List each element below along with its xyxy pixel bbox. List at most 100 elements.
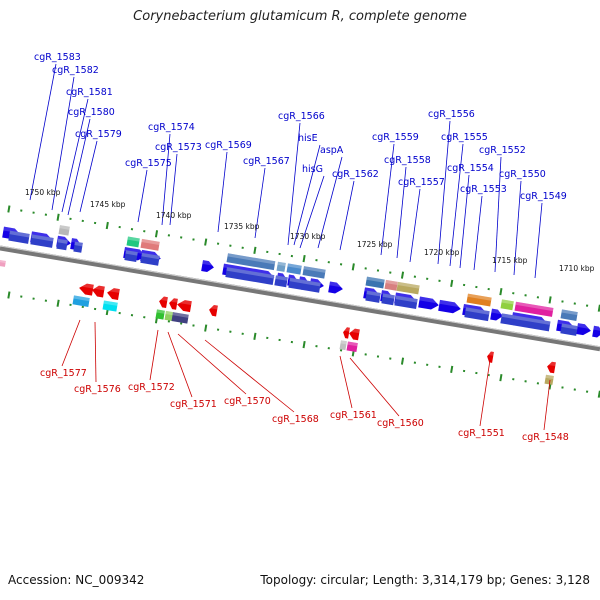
forward-gene-box [464, 307, 490, 322]
forward-gene-block [302, 266, 326, 279]
forward-gene-block [226, 253, 276, 271]
forward-leader-line [79, 140, 98, 213]
forward-gene-arrow [576, 323, 592, 336]
forward-leader-line [254, 167, 266, 239]
reverse-gene-arrow [343, 327, 350, 339]
reverse-gene-arrow [107, 288, 120, 300]
forward-gene-box [225, 267, 275, 285]
forward-gene-box [8, 230, 30, 244]
reverse-gene-label: cgR_1561 [330, 410, 377, 421]
forward-gene-label: cgR_1575 [125, 158, 172, 169]
forward-leader-line [494, 156, 502, 273]
lower-row-tick [400, 357, 405, 365]
forward-gene-label: cgR_1583 [34, 52, 81, 63]
forward-leader-line [51, 76, 75, 211]
reverse-leader-line [94, 321, 97, 383]
upper-row-tick [7, 205, 11, 213]
upper-row-tick [438, 279, 441, 282]
reverse-gene-block [339, 340, 347, 351]
lower-row-tick [376, 355, 380, 358]
forward-leader-line [161, 133, 171, 226]
lower-row-tick [241, 332, 244, 335]
reverse-gene-label: cgR_1572 [128, 382, 175, 393]
forward-gene-block [514, 301, 554, 317]
reverse-gene-arrow [547, 361, 556, 374]
forward-gene-block [396, 281, 420, 295]
forward-gene-label: cgR_1554 [447, 163, 494, 174]
lower-row-tick [315, 345, 318, 348]
upper-row-tick [229, 244, 232, 247]
upper-row-tick [216, 242, 220, 245]
upper-row-tick [364, 267, 367, 270]
forward-gene-box [73, 241, 83, 253]
forward-leader-line [67, 118, 91, 216]
forward-gene-box [394, 295, 418, 310]
lower-row-tick [364, 353, 367, 356]
forward-gene-block [500, 299, 514, 311]
lower-row-tick [56, 299, 60, 307]
forward-gene-block [286, 263, 302, 275]
upper-row-tick [180, 236, 183, 239]
forward-gene-label: cgR_1559 [372, 132, 419, 143]
upper-row-tick [376, 269, 380, 272]
upper-row-tick [32, 211, 35, 214]
kbp-scale-label: 1730 kbp [290, 232, 326, 241]
lower-row-tick [266, 336, 269, 340]
reverse-gene-block [164, 310, 174, 322]
forward-gene-label: cgR_1553 [460, 184, 507, 195]
reverse-gene-label: cgR_1570 [224, 396, 271, 407]
lower-row-tick [339, 349, 343, 352]
gene-labels: cgR_1583 cgR_1582 cgR_1581 cgR_1580 cgR_1579… [34, 52, 569, 443]
lower-row-tick [290, 340, 294, 344]
lower-row-tick [462, 369, 466, 373]
forward-gene-arrow [328, 281, 344, 294]
reverse-gene-block [102, 300, 118, 312]
reverse-gene-block [72, 295, 90, 307]
forward-leader-line [317, 156, 343, 249]
forward-gene-box [56, 238, 68, 251]
reverse-gene-block [544, 374, 554, 385]
forward-gene-block [466, 293, 492, 307]
lower-row-tick [7, 291, 11, 299]
forward-leader-line [513, 180, 522, 276]
lower-row-tick [561, 386, 564, 389]
forward-gene-block [276, 261, 286, 272]
forward-gene-block [384, 279, 398, 291]
forward-gene-box [30, 234, 54, 248]
reverse-leader-line [349, 357, 400, 417]
forward-gene-label: cgR_1552 [479, 145, 526, 156]
upper-row-tick [154, 230, 159, 238]
forward-leader-line [169, 153, 178, 226]
forward-gene-label: hisE [298, 133, 318, 144]
upper-row-tick [573, 302, 576, 305]
forward-leader-line [534, 202, 543, 279]
forward-leader-line [61, 98, 89, 213]
reverse-gene-arrow [79, 283, 94, 296]
forward-gene-box [365, 290, 381, 303]
forward-gene-label: cgR_1562 [332, 169, 379, 180]
lower-row-tick [524, 380, 527, 383]
forward-leader-line [137, 169, 148, 223]
forward-leader-line [29, 63, 57, 201]
upper-row-tick [327, 261, 330, 264]
forward-gene-label: cgR_1582 [52, 65, 99, 76]
kbp-scale-label: 1720 kbp [424, 248, 460, 257]
forward-leader-line [293, 144, 321, 246]
genome-summary-text: Topology: circular; Length: 3,314,179 bp… [260, 573, 590, 587]
upper-row-tick [487, 287, 490, 291]
forward-gene-box [301, 279, 321, 293]
lower-row-tick [585, 390, 589, 393]
forward-gene-box [140, 252, 160, 266]
forward-gene-label: cgR_1558 [384, 155, 431, 166]
forward-gene-label: cgR_1569 [205, 140, 252, 151]
lower-row-tick [204, 324, 208, 332]
kbp-scale-label: 1725 kbp [357, 240, 393, 249]
forward-gene-box [274, 275, 288, 288]
lower-row-tick [327, 347, 330, 350]
genome-backbone [0, 245, 600, 352]
lower-row-tick [512, 378, 515, 381]
forward-leader-line [217, 151, 228, 233]
lower-row-tick [180, 322, 183, 325]
lower-row-tick [278, 338, 281, 342]
